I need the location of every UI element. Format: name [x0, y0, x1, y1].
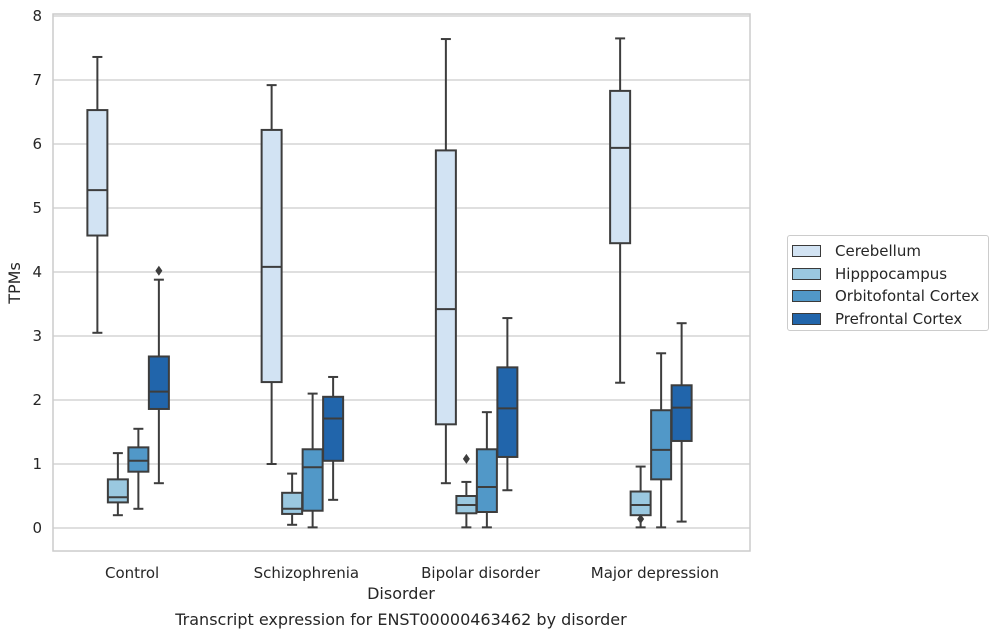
legend-swatch	[792, 290, 821, 303]
legend-label: Orbitofontal Cortex	[835, 287, 980, 306]
box-iqr	[434, 149, 457, 426]
outlier-point	[637, 514, 645, 525]
y-tick-labels: 0 1 2 3 4 5 6 7 8	[32, 7, 42, 537]
plot-frame	[52, 13, 751, 552]
box-iqr	[496, 366, 519, 458]
y-tick-label: 7	[32, 71, 42, 89]
box-iqr	[106, 478, 129, 504]
legend-swatch	[792, 245, 821, 258]
box-iqr	[301, 448, 324, 512]
box-iqr	[609, 89, 632, 245]
box-iqr	[322, 395, 345, 462]
x-tick-label: Major depression	[591, 564, 719, 582]
chart-caption: Transcript expression for ENST0000046346…	[174, 610, 627, 629]
box-orbitofontal-cortex-0	[127, 427, 150, 510]
box-orbitofontal-cortex-2	[475, 411, 498, 529]
box-orbitofontal-cortex-1	[301, 392, 324, 529]
box-cerebellum-0	[86, 55, 109, 334]
outlier-point	[462, 453, 470, 464]
box-iqr	[147, 355, 170, 410]
y-tick-label: 3	[32, 327, 42, 345]
legend-swatch	[792, 312, 821, 325]
legend-label: Prefrontal Cortex	[835, 309, 963, 328]
y-tick-label: 4	[32, 263, 42, 281]
x-axis-title: Disorder	[367, 584, 435, 603]
x-tick-label: Schizophrenia	[254, 564, 359, 582]
box-prefrontal-cortex-3	[670, 322, 693, 523]
y-tick-label: 1	[32, 455, 42, 473]
box-prefrontal-cortex-1	[322, 375, 345, 501]
box-hipppocampus-3	[629, 465, 652, 529]
box-iqr	[475, 448, 498, 513]
legend-label: Cerebellum	[835, 242, 921, 261]
outlier-point	[155, 265, 163, 276]
box-iqr	[629, 490, 652, 517]
y-tick-label: 5	[32, 199, 42, 217]
legend-item: Prefrontal Cortex	[792, 308, 988, 331]
x-tick-labels: Control Schizophrenia Bipolar disorder Majo…	[105, 564, 719, 582]
box-series	[86, 37, 693, 529]
box-cerebellum-2	[434, 38, 457, 485]
x-tick-label: Control	[105, 564, 159, 582]
box-hipppocampus-2	[455, 453, 478, 529]
y-tick-label: 2	[32, 391, 42, 409]
box-iqr	[260, 128, 283, 384]
box-hipppocampus-1	[281, 472, 304, 526]
box-cerebellum-3	[609, 37, 632, 384]
box-hipppocampus-0	[106, 452, 129, 517]
x-tick-label: Bipolar disorder	[421, 564, 541, 582]
legend-swatch	[792, 267, 821, 280]
legend: Cerebellum Hipppocampus Orbitofontal Corte…	[787, 235, 989, 331]
legend-item: Cerebellum	[792, 240, 988, 263]
y-tick-label: 6	[32, 135, 42, 153]
box-iqr	[127, 446, 150, 473]
y-axis-title: TPMs	[5, 262, 24, 305]
legend-item: Orbitofontal Cortex	[792, 285, 988, 308]
box-iqr	[650, 409, 673, 481]
y-tick-label: 0	[32, 519, 42, 537]
legend-label: Hipppocampus	[835, 264, 948, 283]
y-tick-label: 8	[32, 7, 42, 25]
box-iqr	[281, 491, 304, 515]
box-orbitofontal-cortex-3	[650, 352, 673, 529]
box-cerebellum-1	[260, 84, 283, 465]
box-iqr	[86, 109, 109, 237]
box-prefrontal-cortex-0	[147, 265, 170, 485]
box-prefrontal-cortex-2	[496, 317, 519, 492]
legend-item: Hipppocampus	[792, 263, 988, 286]
box-iqr	[670, 384, 693, 442]
